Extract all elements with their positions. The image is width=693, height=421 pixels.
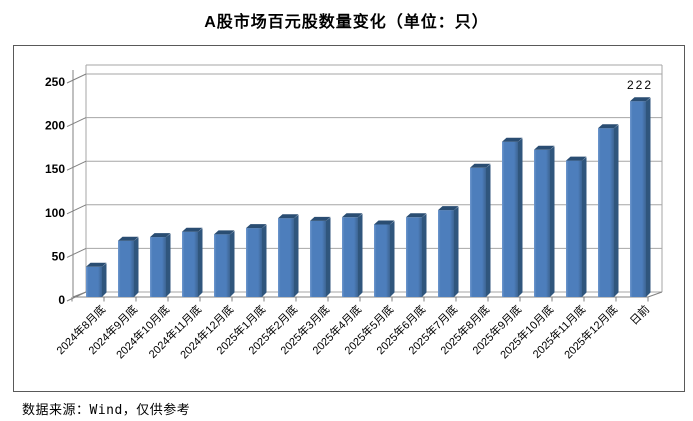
- y-axis-label: 50: [52, 249, 66, 263]
- bar-top: [438, 206, 459, 211]
- bar-front: [246, 228, 262, 297]
- y-axis-label: 0: [58, 293, 65, 307]
- bar-front: [406, 217, 422, 297]
- y-axis-label: 100: [45, 206, 65, 220]
- y-tick: [66, 73, 87, 84]
- bar-top: [310, 216, 331, 221]
- y-tick: [66, 204, 87, 215]
- bar-top: [598, 124, 619, 129]
- bar-top: [214, 230, 235, 235]
- bar-top: [630, 97, 651, 102]
- y-axis-label: 150: [45, 162, 65, 176]
- x-axis-label: 2025年12月底: [561, 302, 620, 361]
- bar-side: [390, 221, 395, 297]
- bar-front: [502, 141, 518, 297]
- bar-side: [582, 157, 587, 297]
- x-axis-label: 日前: [627, 302, 652, 327]
- bar-side: [262, 224, 267, 297]
- bar-top: [246, 224, 267, 229]
- y-tick: [66, 117, 87, 128]
- bar-front: [630, 101, 646, 297]
- bar-side: [326, 217, 331, 297]
- bar-side: [102, 263, 107, 297]
- bar-side: [486, 164, 491, 297]
- bar-side: [422, 213, 427, 297]
- chart-frame: 0 50 100 150 200 250 2024年8月底 2024年9月底 2024年10月底…: [13, 45, 685, 392]
- bar-side: [134, 237, 139, 297]
- bar-front: [214, 234, 230, 297]
- bar-front: [310, 220, 326, 297]
- bar-side: [550, 146, 555, 297]
- bar-side: [646, 97, 651, 297]
- bar-top: [406, 213, 427, 218]
- y-tick: [66, 160, 87, 171]
- data-source-note: 数据来源：Wind，仅供参考: [22, 403, 191, 418]
- bar-front: [118, 240, 134, 297]
- bar-top: [470, 163, 491, 168]
- floor-right-edge: [647, 291, 663, 298]
- bar-top: [118, 236, 139, 241]
- bar-front: [182, 231, 198, 297]
- bar-top: [502, 137, 523, 142]
- bar-top: [278, 214, 299, 219]
- bar-top: [150, 233, 171, 238]
- chart-canvas: 0501001502002502024年8月底2024年9月底2024年10月底…: [45, 64, 663, 361]
- bar-side: [614, 124, 619, 297]
- bar-front: [598, 128, 614, 297]
- bar-top: [534, 145, 555, 150]
- y-axis-label: 250: [45, 75, 65, 89]
- bar-top: [374, 220, 395, 225]
- bar-front: [470, 167, 486, 297]
- chart-title: A股市场百元股数量变化（单位：只）: [204, 14, 489, 31]
- bar-side: [230, 230, 235, 297]
- bar-top: [566, 156, 587, 161]
- bar-side: [198, 228, 203, 297]
- bar-side: [358, 213, 363, 297]
- bar-side: [518, 138, 523, 297]
- bar-front: [374, 224, 390, 297]
- bar-top: [342, 213, 363, 218]
- bar-value-label: 222: [627, 78, 653, 92]
- bar-side: [454, 206, 459, 297]
- bar-front: [342, 217, 358, 297]
- bar-side: [166, 233, 171, 297]
- floor-left-edge: [72, 291, 87, 298]
- bar-top: [182, 227, 203, 232]
- bar-front: [438, 210, 454, 297]
- y-axis-label: 200: [45, 119, 65, 133]
- bar-front: [566, 160, 582, 297]
- bar-front: [150, 237, 166, 297]
- y-tick: [66, 247, 87, 258]
- bar-top: [86, 262, 107, 267]
- bar-front: [534, 149, 550, 297]
- bar-side: [294, 214, 299, 297]
- bar-front: [278, 218, 294, 297]
- bar-front: [86, 266, 102, 297]
